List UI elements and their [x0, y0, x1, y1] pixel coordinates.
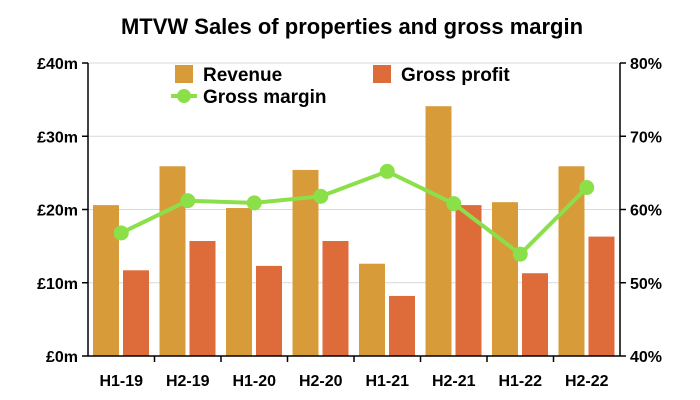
y-right-tick-label: 70% — [630, 129, 662, 146]
line-gross-margin — [120, 169, 589, 257]
legend-marker-gross-margin — [177, 89, 191, 103]
bar-gross-profit-h1-21 — [389, 295, 415, 356]
point-gross-margin-h2-22 — [579, 180, 595, 196]
bar-revenue-h2-21 — [425, 106, 452, 356]
y-left-tick-label: £0m — [46, 349, 78, 366]
bar-gross-profit-h1-20 — [256, 265, 282, 356]
bar-gross-profit-h1-19 — [123, 270, 149, 356]
bar-gross-profit-h2-20 — [322, 240, 349, 356]
bar-gross-profit-h2-21 — [455, 205, 482, 356]
legend-swatch-revenue — [175, 65, 193, 83]
point-gross-margin-h2-20 — [313, 188, 329, 204]
y-right-tick-label: 40% — [630, 349, 662, 366]
x-tick-label-h2-22: H2-22 — [565, 373, 609, 390]
x-axis-ticks: H1-19 H2-19 H1-20 H2-20 H1-21 H2-21 H1-22 H2-22 — [99, 356, 609, 390]
bar-revenue-h1-21 — [359, 263, 385, 356]
point-gross-margin-h2-19 — [180, 193, 196, 209]
right-axis-ticks: 40% 50% 60% 70% 80% — [620, 56, 662, 366]
bar-gross-profit-h2-22 — [588, 236, 615, 356]
y-right-tick-label: 80% — [630, 56, 662, 73]
y-left-tick-label: £30m — [37, 129, 78, 146]
x-tick-label-h2-21: H2-21 — [432, 373, 476, 390]
point-gross-margin-h2-21 — [446, 196, 462, 212]
point-gross-margin-h1-22 — [512, 246, 528, 262]
legend-label-gross-margin: Gross margin — [203, 87, 327, 108]
bar-revenue-h2-19 — [159, 166, 186, 356]
bar-gross-profit-h2-19 — [189, 240, 216, 356]
y-right-tick-label: 50% — [630, 276, 662, 293]
x-tick-label-h1-19: H1-19 — [99, 373, 143, 390]
x-tick-label-h2-19: H2-19 — [166, 373, 210, 390]
x-tick-label-h1-22: H1-22 — [498, 373, 542, 390]
y-left-tick-label: £10m — [37, 276, 78, 293]
chart-title: MTVW Sales of properties and gross margi… — [121, 14, 583, 39]
legend-label-revenue: Revenue — [203, 65, 282, 86]
y-left-tick-label: £40m — [37, 56, 78, 73]
legend-swatch-gross-profit — [373, 65, 391, 83]
point-gross-margin-h1-21 — [379, 163, 395, 179]
y-left-tick-label: £20m — [37, 203, 78, 220]
y-right-tick-label: 60% — [630, 203, 662, 220]
bar-gross-profit-h1-22 — [522, 273, 548, 356]
bars — [93, 106, 615, 356]
legend: Revenue Gross profit Gross margin — [171, 65, 510, 108]
legend-label-gross-profit: Gross profit — [401, 65, 510, 86]
left-axis-ticks: £0m £10m £20m £30m £40m — [37, 56, 88, 366]
x-tick-label-h2-20: H2-20 — [299, 373, 343, 390]
bar-revenue-h1-22 — [492, 202, 518, 356]
x-tick-label-h1-20: H1-20 — [232, 373, 276, 390]
bar-revenue-h1-20 — [226, 208, 252, 356]
gross-margin-line — [113, 163, 595, 262]
bar-revenue-h2-22 — [558, 166, 585, 356]
bar-revenue-h1-19 — [93, 205, 119, 356]
x-tick-label-h1-21: H1-21 — [365, 373, 409, 390]
bar-revenue-h2-20 — [292, 169, 319, 356]
point-gross-margin-h1-20 — [246, 195, 262, 211]
point-gross-margin-h1-19 — [113, 225, 129, 241]
